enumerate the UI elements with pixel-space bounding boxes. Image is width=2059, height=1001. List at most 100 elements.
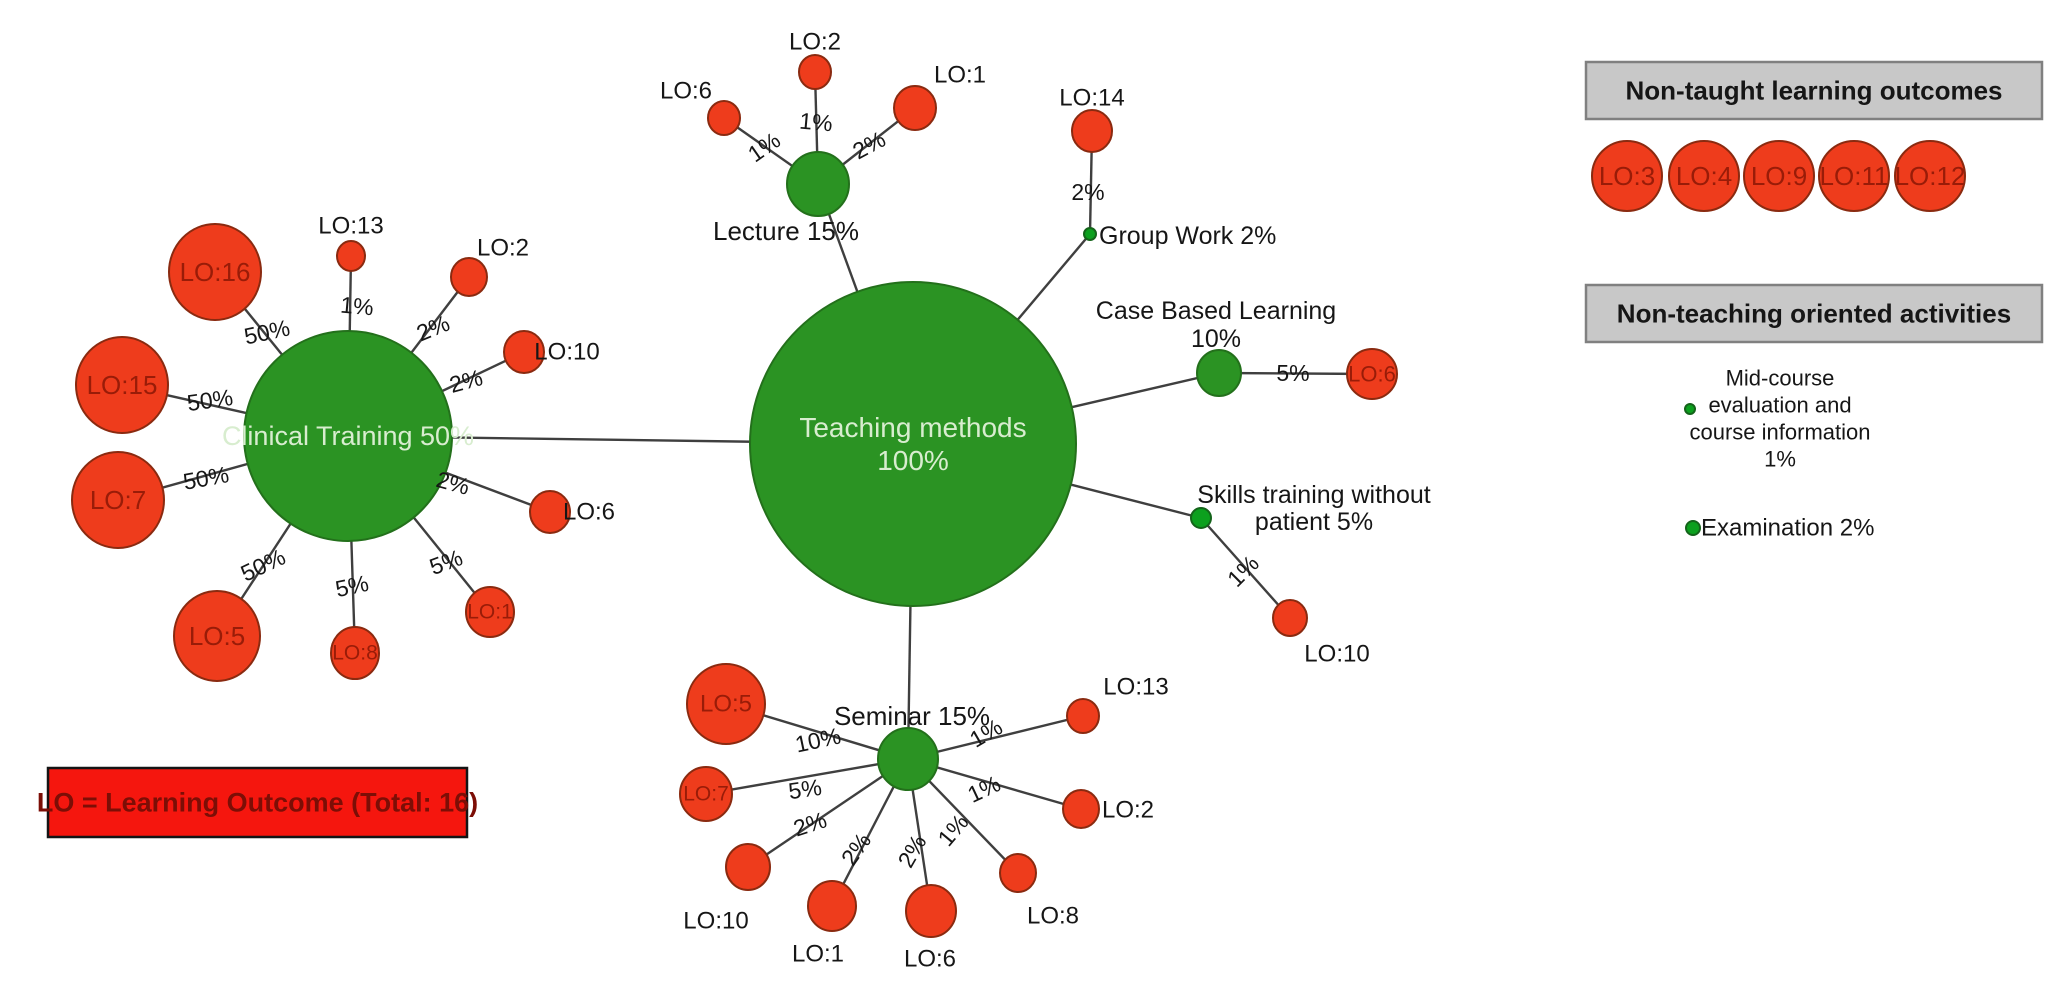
node-label-lo1-clinical: LO:1 bbox=[467, 601, 513, 624]
edge-seminar-lo7-seminar bbox=[705, 757, 909, 796]
node-lo1-clinical bbox=[465, 586, 515, 638]
node-lo5-clinical bbox=[173, 590, 261, 682]
edge-label-clinical-training-lo6-clinical: 2% bbox=[434, 466, 473, 500]
text-line: evaluation and bbox=[1708, 393, 1851, 418]
edge-label-group-work-lo14-groupwork: 2% bbox=[1071, 179, 1104, 205]
skills-training-label: Skills training without patient 5% bbox=[1197, 481, 1430, 536]
node-lo3-nontaught bbox=[1591, 140, 1663, 212]
node-lo1-seminar bbox=[807, 880, 857, 932]
node-examination-dot bbox=[1685, 520, 1701, 536]
node-lo1-lecture bbox=[893, 85, 937, 131]
text-line: LO:2 bbox=[789, 29, 841, 56]
text-line: LO:1 bbox=[467, 601, 513, 624]
lo2-seminar-label: LO:2 bbox=[1102, 797, 1154, 824]
text-line: LO:1 bbox=[934, 62, 986, 89]
node-lo2-seminar bbox=[1062, 789, 1100, 829]
edge-label-skills-training-lo10-skills: 1% bbox=[1222, 550, 1264, 592]
node-seminar bbox=[877, 727, 939, 791]
node-label-lo7-seminar: LO:7 bbox=[683, 783, 729, 806]
node-lo7-seminar bbox=[679, 766, 733, 822]
node-skills-training bbox=[1190, 507, 1212, 529]
edge-seminar-lo10-seminar bbox=[747, 758, 909, 868]
node-case-based-learning bbox=[1196, 349, 1242, 397]
node-lo12-nontaught bbox=[1894, 140, 1966, 212]
edge-label-seminar-lo8-seminar: 1% bbox=[932, 809, 973, 851]
text-line: LO:10 bbox=[534, 339, 599, 366]
edge-label-seminar-lo6-seminar: 2% bbox=[892, 830, 931, 872]
node-lo9-nontaught bbox=[1743, 140, 1815, 212]
seminar-label: Seminar 15% bbox=[834, 701, 990, 731]
text-line: LO:8 bbox=[1027, 903, 1079, 930]
text-line: LO:10 bbox=[1304, 641, 1369, 668]
text-line: LO:11 bbox=[1820, 161, 1889, 191]
node-lo7-clinical bbox=[71, 451, 165, 549]
text-line: LO:14 bbox=[1059, 85, 1124, 112]
text-line: Clinical Training 50% bbox=[222, 421, 474, 451]
node-label-lo16-clinical: LO:16 bbox=[180, 257, 251, 287]
lo1-seminar-label: LO:1 bbox=[792, 941, 844, 968]
node-label-lo5-clinical: LO:5 bbox=[189, 621, 245, 651]
node-lo14-groupwork bbox=[1071, 109, 1113, 153]
node-label-lo6-cbl: LO:6 bbox=[1348, 362, 1396, 387]
node-midcourse-dot bbox=[1684, 403, 1696, 415]
lo10-skills-label: LO:10 bbox=[1304, 641, 1369, 668]
midcourse-label: Mid-course evaluation and course informati… bbox=[1690, 366, 1871, 472]
edge-label-clinical-training-lo15-clinical: 50% bbox=[185, 384, 234, 416]
node-teaching-methods bbox=[749, 281, 1077, 607]
lo-legend bbox=[46, 766, 469, 839]
node-group-work bbox=[1083, 227, 1097, 241]
node-lo15-clinical bbox=[75, 336, 169, 434]
node-lo6-cbl bbox=[1346, 348, 1398, 400]
edge-label-lecture-lo6-lecture: 1% bbox=[743, 127, 785, 167]
text-line: LO:1 bbox=[792, 941, 844, 968]
text-line: LO:9 bbox=[1751, 161, 1807, 191]
node-label-lo4-nontaught: LO:4 bbox=[1676, 161, 1732, 191]
node-lo10-skills bbox=[1272, 599, 1308, 637]
node-lo2-clinical bbox=[450, 257, 488, 297]
lo6-lecture-label: LO:6 bbox=[660, 78, 712, 105]
node-lo11-nontaught bbox=[1818, 140, 1890, 212]
node-lo8-clinical bbox=[330, 626, 380, 680]
non-taught-header bbox=[1584, 60, 2044, 121]
lo10-clinical-label: LO:10 bbox=[534, 339, 599, 366]
non-taught-header-label: Non-taught learning outcomes bbox=[1626, 76, 2003, 106]
text-line: LO:6 bbox=[1348, 362, 1396, 387]
text-line: course information bbox=[1690, 420, 1871, 445]
lo13-clinical-label: LO:13 bbox=[318, 213, 383, 240]
group-work-label: Group Work 2% bbox=[1099, 222, 1276, 250]
lecture-label: Lecture 15% bbox=[713, 216, 859, 246]
edge-label-clinical-training-lo7-clinical: 50% bbox=[181, 461, 231, 495]
text-line: LO:7 bbox=[683, 783, 729, 806]
node-lo10-clinical bbox=[503, 330, 545, 374]
non-teaching-header bbox=[1584, 283, 2044, 344]
text-line: LO:7 bbox=[90, 485, 146, 515]
lo14-groupwork-label: LO:14 bbox=[1059, 85, 1124, 112]
text-line: 10% bbox=[1191, 325, 1241, 353]
lo-legend-label: LO = Learning Outcome (Total: 16) bbox=[37, 788, 478, 818]
text-line: LO:12 bbox=[1895, 161, 1966, 191]
node-clinical-training bbox=[243, 330, 453, 542]
node-label-lo15-clinical: LO:15 bbox=[87, 370, 158, 400]
non-teaching-header-label: Non-teaching oriented activities bbox=[1617, 299, 2011, 329]
node-label-clinical-training: Clinical Training 50% bbox=[222, 421, 474, 451]
node-lo4-nontaught bbox=[1668, 140, 1740, 212]
node-lo6-clinical bbox=[529, 490, 571, 534]
text-line: LO:13 bbox=[318, 213, 383, 240]
text-line: Group Work 2% bbox=[1099, 222, 1276, 250]
lo10-seminar-label: LO:10 bbox=[683, 908, 748, 935]
text-line: 100% bbox=[877, 445, 949, 476]
text-line: Examination 2% bbox=[1701, 515, 1874, 542]
examination-label: Examination 2% bbox=[1701, 515, 1874, 542]
edge-label-lecture-lo2-lecture: 1% bbox=[798, 108, 833, 137]
node-label-lo12-nontaught: LO:12 bbox=[1895, 161, 1966, 191]
lo13-seminar-label: LO:13 bbox=[1103, 674, 1168, 701]
edge-label-clinical-training-lo8-clinical: 5% bbox=[333, 570, 371, 602]
node-lo2-lecture bbox=[798, 54, 832, 90]
node-lo6-seminar bbox=[905, 884, 957, 938]
edge-label-clinical-training-lo16-clinical: 50% bbox=[242, 314, 292, 349]
node-label-lo9-nontaught: LO:9 bbox=[1751, 161, 1807, 191]
node-label-lo11-nontaught: LO:11 bbox=[1820, 161, 1889, 191]
node-lo13-clinical bbox=[336, 240, 366, 272]
